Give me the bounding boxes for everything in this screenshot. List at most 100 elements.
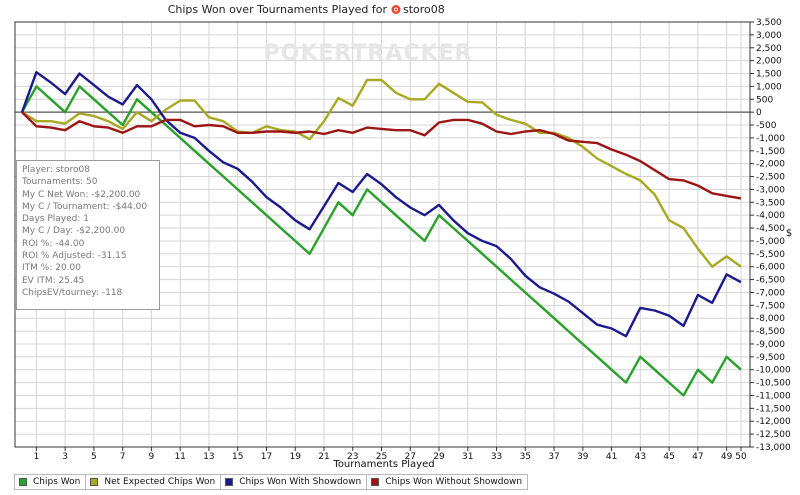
pokertracker-watermark: POKERTRACKER bbox=[264, 41, 473, 66]
legend-item-chips-won-with-showdown: Chips Won With Showdown bbox=[221, 475, 368, 489]
stats-panel: Player: storo08 Tournaments: 50 My C Net W… bbox=[16, 160, 160, 310]
y-tick-label: -3,500 bbox=[756, 198, 785, 208]
y-tick-label: -1,000 bbox=[756, 134, 785, 144]
x-axis-ticks: 1 3 5 7 9 11 13 15 17 19 21 23 25 27 29 31 33 35 37 39 41 43 4… bbox=[34, 447, 747, 462]
chart-title-player: storo08 bbox=[403, 3, 445, 16]
y-axis-ticks: -13,000 -12,500 -12,000 -11,500 -11,000 -10,5… bbox=[750, 18, 791, 453]
x-tick-label: 13 bbox=[203, 452, 214, 462]
legend-swatch bbox=[371, 478, 380, 486]
x-tick-label: 29 bbox=[433, 452, 445, 462]
stats-line: Tournaments: 50 bbox=[22, 177, 98, 188]
legend-label: Chips Won Without Showdown bbox=[385, 477, 523, 487]
stats-line: Days Played: 1 bbox=[22, 214, 89, 225]
y-tick-label: -5,500 bbox=[756, 250, 785, 260]
plot-frame bbox=[14, 21, 751, 448]
legend: Chips Won Net Expected Chips Won Chips Won… bbox=[14, 474, 529, 490]
legend-swatch bbox=[90, 478, 99, 486]
y-tick-label: -8,500 bbox=[756, 327, 785, 337]
stats-line: EV ITM: 25.45 bbox=[22, 275, 85, 286]
x-tick-label: 39 bbox=[577, 452, 589, 462]
legend-label: Chips Won bbox=[33, 477, 81, 487]
x-tick-label: 17 bbox=[261, 452, 272, 462]
legend-item-chips-won-without-showdown: Chips Won Without Showdown bbox=[367, 475, 527, 489]
legend-label: Chips Won With Showdown bbox=[239, 477, 362, 487]
chart-title: Chips Won over Tournaments Played for bbox=[168, 3, 388, 16]
x-tick-label: 25 bbox=[376, 452, 387, 462]
y-tick-label: 3,000 bbox=[756, 31, 782, 41]
y-tick-label: 0 bbox=[756, 108, 762, 118]
y-tick-label: -7,500 bbox=[756, 301, 785, 311]
series-line-chips-won bbox=[20, 85, 742, 397]
x-axis-label: Tournaments Played bbox=[332, 459, 434, 470]
x-tick-label: 50 bbox=[735, 452, 747, 462]
stats-line: My C / Tournament: -$44.00 bbox=[22, 201, 148, 212]
y-tick-label: 1,500 bbox=[756, 70, 782, 80]
x-tick-label: 41 bbox=[606, 452, 617, 462]
x-tick-label: 45 bbox=[663, 452, 674, 462]
x-tick-label: 9 bbox=[149, 452, 155, 462]
x-tick-label: 7 bbox=[120, 452, 126, 462]
series-line-chips-won-with-showdown bbox=[20, 70, 742, 338]
y-tick-label: -11,000 bbox=[756, 391, 791, 401]
y-tick-label: -12,000 bbox=[756, 417, 791, 427]
x-tick-label: 5 bbox=[91, 452, 97, 462]
x-tick-label: 37 bbox=[548, 452, 559, 462]
y-tick-label: 2,000 bbox=[756, 57, 782, 67]
legend-swatch bbox=[225, 478, 234, 486]
y-tick-label: 500 bbox=[756, 95, 773, 105]
x-tick-label: 43 bbox=[635, 452, 646, 462]
x-tick-label: 33 bbox=[491, 452, 502, 462]
legend-label: Net Expected Chips Won bbox=[104, 477, 216, 487]
y-tick-label: -4,000 bbox=[756, 211, 785, 221]
series-line-chips-won-without-showdown bbox=[21, 111, 742, 200]
y-tick-label: -5,000 bbox=[756, 237, 785, 247]
y-tick-label: -10,000 bbox=[756, 366, 791, 376]
stats-line: My C / Day: -$2,200.00 bbox=[22, 226, 126, 237]
y-tick-label: 3,500 bbox=[756, 18, 782, 28]
x-tick-label: 1 bbox=[34, 452, 40, 462]
y-tick-label: -8,000 bbox=[756, 314, 785, 324]
y-tick-label: -500 bbox=[756, 121, 777, 131]
stats-line: ROI % Adjusted: -31.15 bbox=[22, 251, 127, 262]
y-tick-label: -11,500 bbox=[756, 404, 791, 414]
x-tick-label: 19 bbox=[289, 452, 301, 462]
y-tick-label: -9,000 bbox=[756, 340, 785, 350]
y-tick-label: -13,000 bbox=[756, 443, 791, 453]
x-tick-label: 49 bbox=[721, 452, 733, 462]
y-tick-label: -6,000 bbox=[756, 263, 785, 273]
series-line-net-expected-chips-won bbox=[21, 78, 742, 268]
y-tick-label: -2,500 bbox=[756, 173, 785, 183]
x-tick-label: 23 bbox=[347, 452, 358, 462]
stats-line: ITM %: 20.00 bbox=[22, 263, 81, 274]
x-tick-label: 35 bbox=[520, 452, 531, 462]
legend-item-chips-won: Chips Won bbox=[15, 475, 87, 489]
stats-line: Player: storo08 bbox=[22, 165, 90, 175]
y-tick-label: 1,000 bbox=[756, 82, 782, 92]
y-tick-label: -12,500 bbox=[756, 430, 791, 440]
x-tick-label: 31 bbox=[462, 452, 473, 462]
legend-item-net-expected-chips-won: Net Expected Chips Won bbox=[86, 475, 222, 489]
y-tick-label: -9,500 bbox=[756, 353, 785, 363]
legend-swatch bbox=[19, 478, 27, 486]
x-tick-label: 11 bbox=[174, 452, 185, 462]
x-tick-label: 47 bbox=[692, 452, 703, 462]
y-axis-label: $ bbox=[786, 228, 792, 239]
stats-line: My C Net Won: -$2,200.00 bbox=[22, 189, 141, 200]
y-tick-label: -2,000 bbox=[756, 160, 785, 170]
y-tick-label: -10,500 bbox=[756, 379, 791, 389]
y-tick-label: -4,500 bbox=[756, 224, 785, 234]
y-tick-label: -3,000 bbox=[756, 185, 785, 195]
stats-line: ChipsEV/tourney: -118 bbox=[22, 287, 123, 298]
poker-chip-icon bbox=[391, 5, 401, 14]
x-tick-label: 21 bbox=[318, 452, 329, 462]
y-tick-label: -7,000 bbox=[756, 288, 785, 298]
x-tick-label: 3 bbox=[62, 452, 68, 462]
y-tick-label: -1,500 bbox=[756, 147, 785, 157]
series-lines bbox=[20, 70, 742, 397]
x-tick-label: 27 bbox=[405, 452, 416, 462]
y-tick-label: -6,500 bbox=[756, 276, 785, 286]
x-tick-label: 15 bbox=[232, 452, 243, 462]
grid bbox=[15, 21, 750, 448]
y-tick-label: 2,500 bbox=[756, 44, 782, 54]
stats-line: ROI %: -44.00 bbox=[22, 238, 85, 249]
